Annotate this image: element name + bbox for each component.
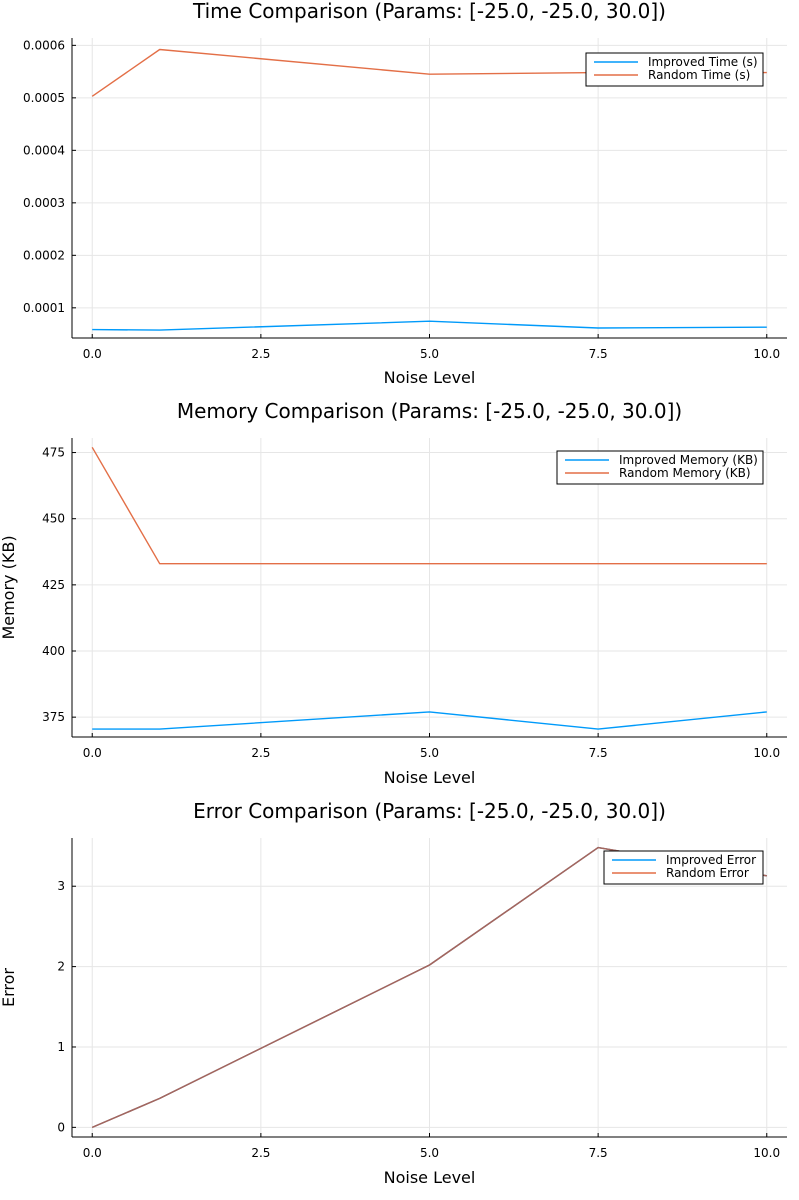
legend-label: Random Time (s): [648, 68, 750, 82]
time-legend: Improved Time (s)Random Time (s): [585, 52, 764, 87]
y-tick-label: 0: [57, 1120, 65, 1134]
x-tick-label: 0.0: [83, 347, 102, 361]
x-tick-label: 10.0: [753, 347, 780, 361]
x-tick-label: 5.0: [420, 1146, 439, 1160]
x-axis-label: Noise Level: [384, 768, 476, 787]
x-tick-label: 0.0: [83, 1146, 102, 1160]
x-tick-label: 2.5: [251, 1146, 270, 1160]
y-tick-label: 0.0006: [23, 38, 65, 52]
memory-chart-title: Memory Comparison (Params: [-25.0, -25.0…: [177, 399, 682, 423]
y-tick-label: 0.0003: [23, 196, 65, 210]
x-tick-label: 5.0: [420, 347, 439, 361]
y-axis-label: Memory (KB): [0, 535, 18, 639]
y-tick-label: 3: [57, 879, 65, 893]
y-tick-label: 0.0001: [23, 301, 65, 315]
legend-box: [585, 52, 764, 87]
x-tick-label: 5.0: [420, 746, 439, 760]
legend-label: Random Memory (KB): [619, 466, 751, 480]
y-tick-label: 1: [57, 1040, 65, 1054]
y-tick-label: 2: [57, 960, 65, 974]
y-tick-label: 375: [42, 710, 65, 724]
legend-label: Improved Error: [666, 853, 756, 867]
y-tick-label: 0.0004: [23, 143, 65, 157]
legend-label: Improved Time (s): [648, 55, 758, 69]
y-tick-label: 400: [42, 644, 65, 658]
legend-label: Random Error: [666, 866, 749, 880]
error-comparison-chart: 0.0 2.5 5.0 7.5 10.0 0 1 2 3 Error Comparison (Pa…: [0, 799, 787, 1187]
memory-comparison-chart: 0.0 2.5 5.0 7.5 10.0 375 400 425 450 475 Memory Co…: [0, 399, 787, 787]
x-tick-label: 7.5: [589, 746, 608, 760]
error-chart-title: Error Comparison (Params: [-25.0, -25.0,…: [193, 799, 666, 823]
y-axis-label: Error: [0, 968, 18, 1007]
y-tick-label: 475: [42, 446, 65, 460]
y-tick-label: 0.0002: [23, 248, 65, 262]
memory-series-line-random: [91, 446, 767, 565]
time-chart-title: Time Comparison (Params: [-25.0, -25.0, …: [192, 0, 666, 23]
memory-legend: Improved Memory (KB)Random Memory (KB): [556, 450, 764, 485]
memory-series-line-improved: [92, 711, 767, 730]
x-tick-label: 2.5: [251, 746, 270, 760]
legend-label: Improved Memory (KB): [619, 453, 758, 467]
x-tick-label: 10.0: [753, 1146, 780, 1160]
y-tick-label: 450: [42, 512, 65, 526]
x-axis-label: Noise Level: [384, 368, 476, 387]
x-tick-label: 2.5: [251, 347, 270, 361]
time-comparison-chart: 0.0 2.5 5.0 7.5 10.0 0.0001 0.0002 0.0003 0.0004…: [23, 0, 787, 387]
x-tick-label: 0.0: [83, 746, 102, 760]
x-tick-label: 7.5: [589, 347, 608, 361]
x-axis-label: Noise Level: [384, 1168, 476, 1187]
x-tick-label: 10.0: [753, 746, 780, 760]
x-tick-label: 7.5: [589, 1146, 608, 1160]
y-tick-label: 425: [42, 578, 65, 592]
legend-box: [603, 850, 764, 885]
legend-box: [556, 450, 764, 485]
y-tick-label: 0.0005: [23, 91, 65, 105]
time-series-line-improved: [92, 320, 767, 331]
